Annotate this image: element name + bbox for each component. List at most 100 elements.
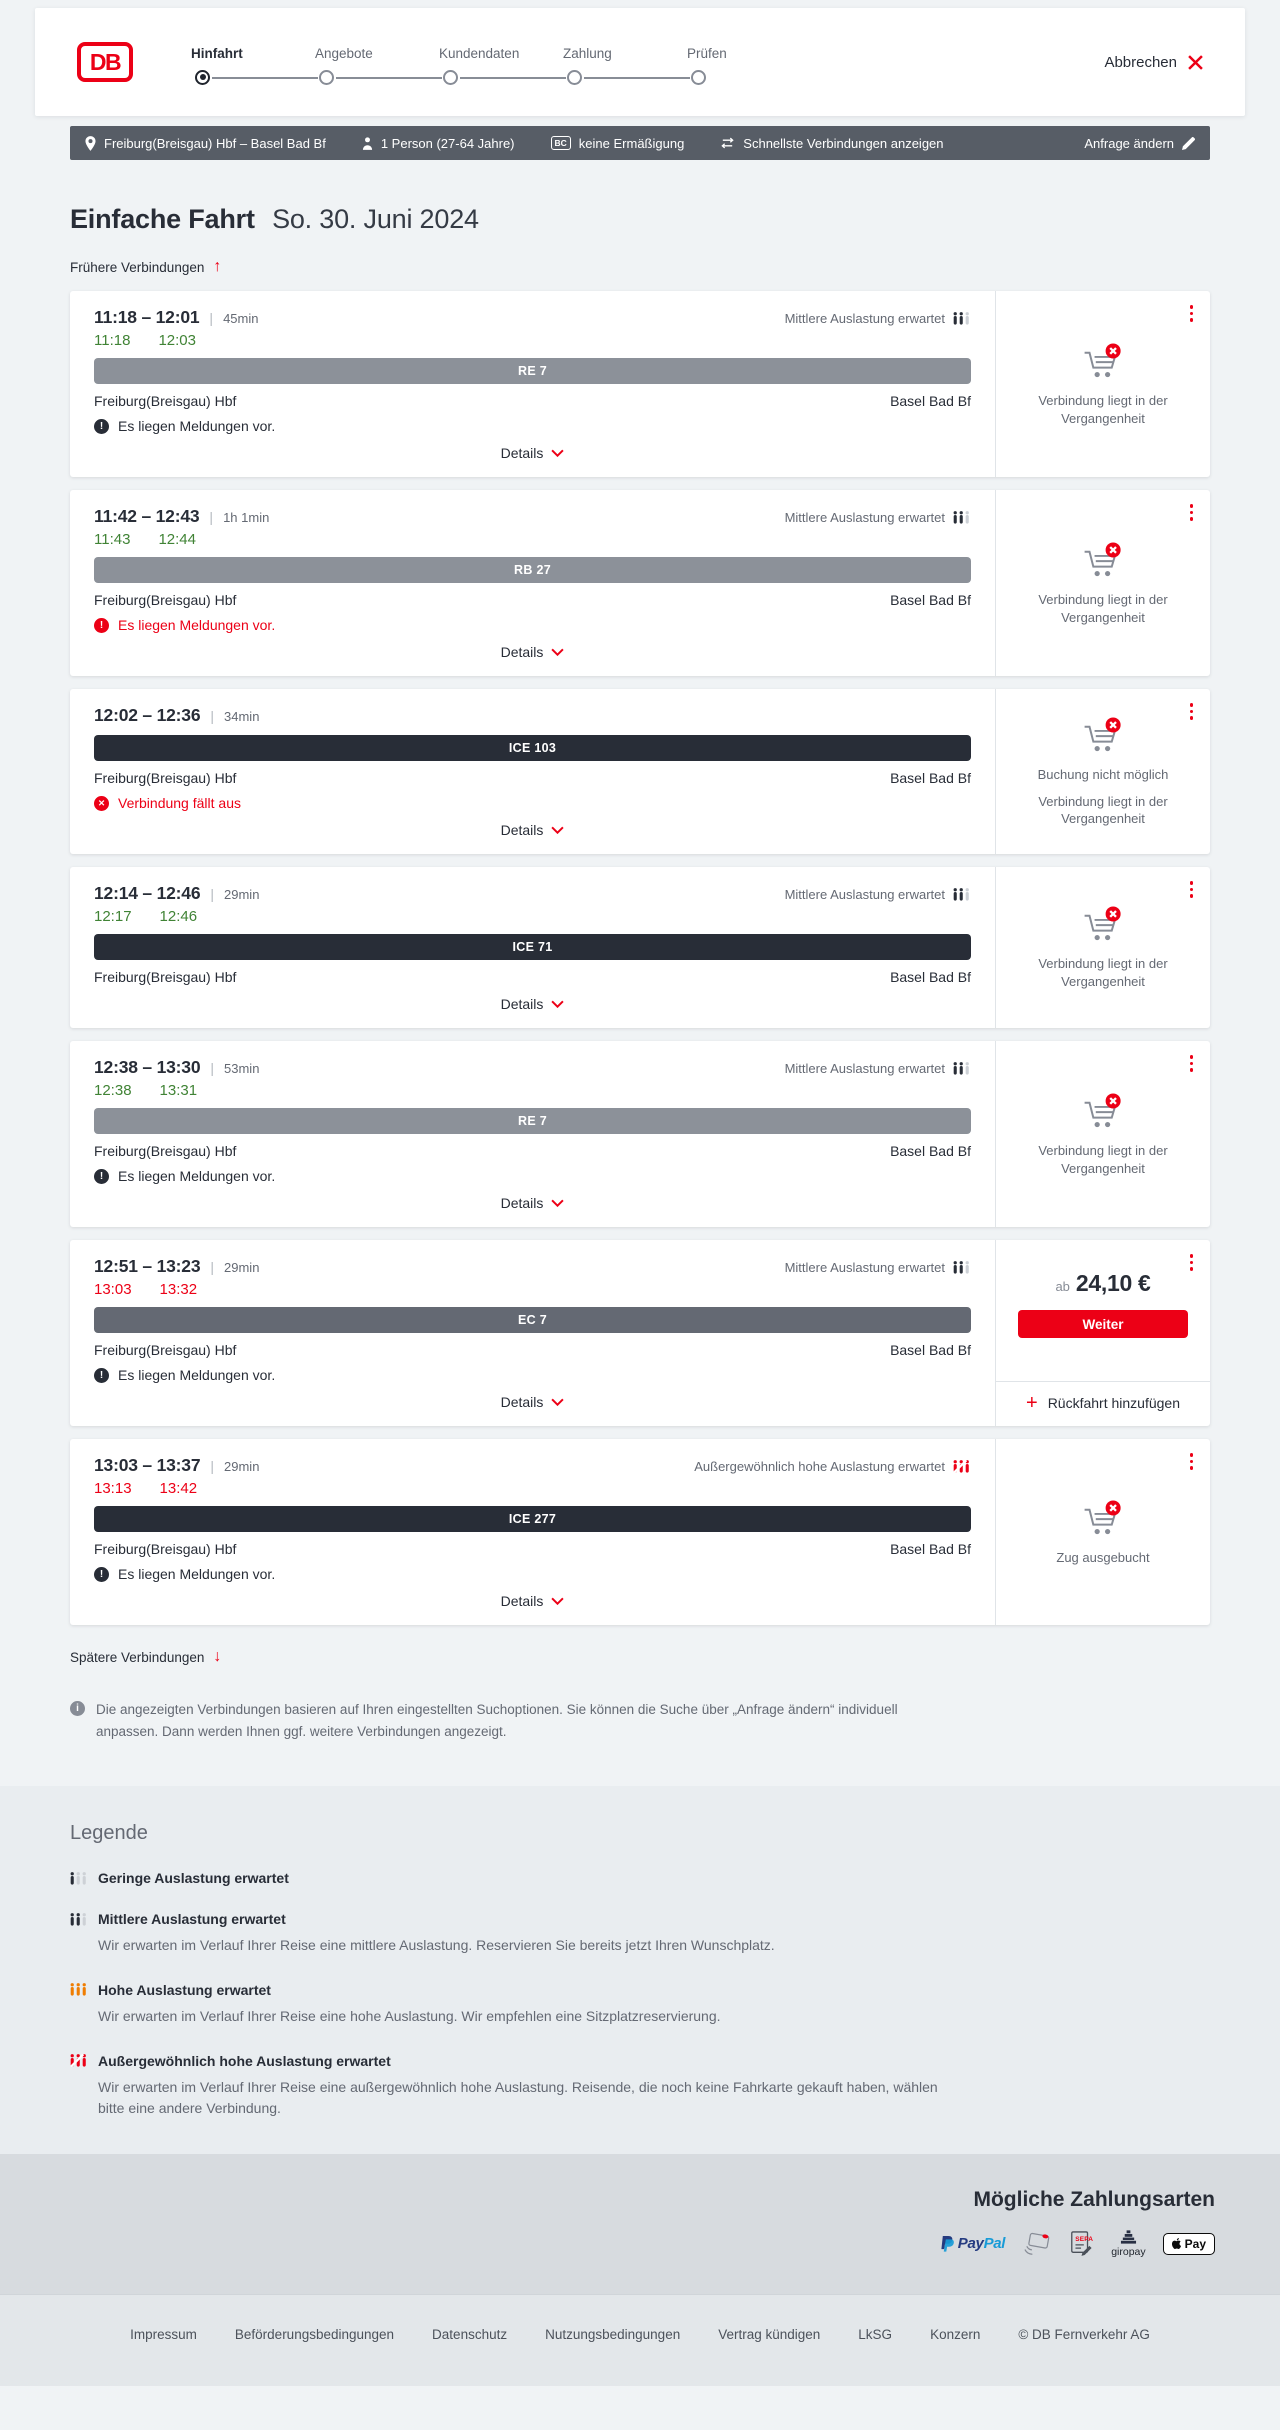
fastest-connections-toggle[interactable]: Schnellste Verbindungen anzeigen (720, 136, 944, 151)
connection-card: 13:03 – 13:37 | 29min Außergewöhnlich ho… (70, 1439, 1210, 1625)
kebab-menu-button[interactable] (1187, 501, 1197, 524)
giropay-label: giropay (1111, 2245, 1146, 2258)
kebab-menu-button[interactable] (1187, 1450, 1197, 1473)
stepper-step[interactable]: Prüfen (687, 46, 811, 85)
details-toggle-button[interactable]: Details (495, 813, 571, 846)
sepa-label: SEPA (1075, 2236, 1094, 2244)
occupancy-indicator: Mittlere Auslastung erwartet (785, 510, 971, 525)
footer-link-datenschutz[interactable]: Datenschutz (432, 2326, 508, 2342)
earlier-connections-link[interactable]: Frühere Verbindungen ↑ (70, 259, 221, 275)
details-toggle-button[interactable]: Details (495, 635, 571, 668)
legend-item-title: Mittlere Auslastung erwartet (98, 1911, 286, 1928)
legend-item-description: Wir erwarten im Verlauf Ihrer Reise eine… (98, 2078, 938, 2117)
connection-head-row: 11:42 – 12:43 | 1h 1min Mittlere Auslast… (94, 506, 971, 527)
train-label: ICE 71 (512, 940, 553, 954)
stepper-step[interactable]: Hinfahrt (191, 46, 318, 85)
realtime-departure: 12:17 (94, 908, 132, 925)
credit-card-icon (1022, 2231, 1052, 2257)
departure-station: Freiburg(Breisgau) Hbf (94, 969, 237, 985)
realtime-row: 12:17 12:46 (94, 908, 971, 925)
connection-list: 11:18 – 12:01 | 45min Mittlere Auslastun… (70, 291, 1210, 1625)
details-toggle-button[interactable]: Details (495, 1584, 571, 1617)
message-label: Es liegen Meldungen vor. (118, 1367, 276, 1383)
stations-row: Freiburg(Breisgau) Hbf Basel Bad Bf (94, 592, 971, 608)
price-prefix: ab (1055, 1279, 1070, 1294)
scheduled-times: 12:02 – 12:36 (94, 705, 201, 725)
arrival-station: Basel Bad Bf (890, 770, 971, 786)
change-request-label: Anfrage ändern (1084, 135, 1174, 151)
connection-side-panel: Verbindung liegt in der Vergangenheit ab… (995, 490, 1210, 676)
footer-link-befoerderungsbedingungen[interactable]: Beförderungsbedingungen (234, 2326, 395, 2342)
connection-head-row: 12:14 – 12:46 | 29min Mittlere Auslastun… (94, 883, 971, 904)
stepper-step[interactable]: Kundendaten (439, 46, 566, 85)
details-toggle-button[interactable]: Details (495, 1186, 571, 1219)
arrow-down-icon: ↓ (213, 1648, 222, 1665)
kebab-menu-button[interactable] (1187, 302, 1197, 325)
footer-link-impressum[interactable]: Impressum (130, 2326, 197, 2342)
message-label: Es liegen Meldungen vor. (118, 1566, 276, 1582)
details-toggle-button[interactable]: Details (495, 987, 571, 1020)
footer: Impressum Beförderungsbedingungen Datens… (0, 2293, 1280, 2386)
price-value: 24,10 € (1075, 1270, 1151, 1296)
connection-main: 11:42 – 12:43 | 1h 1min Mittlere Auslast… (70, 490, 995, 676)
realtime-row: 13:03 13:32 (94, 1281, 971, 1298)
occupancy-indicator: Mittlere Auslastung erwartet (785, 311, 971, 326)
footer-link-lksg[interactable]: LkSG (858, 2326, 893, 2342)
departure-station: Freiburg(Breisgau) Hbf (94, 393, 237, 409)
kebab-menu-button[interactable] (1187, 1251, 1197, 1274)
realtime-arrival: 13:42 (159, 1480, 198, 1497)
cancel-button[interactable]: Abbrechen (1104, 54, 1203, 71)
realtime-arrival: 12:03 (158, 332, 196, 349)
occupancy-people-icon (953, 312, 969, 325)
kebab-menu-button[interactable] (1187, 878, 1197, 901)
realtime-row: 13:13 13:42 (94, 1480, 971, 1497)
stepper-connector (212, 77, 318, 79)
occupancy-indicator: Mittlere Auslastung erwartet (785, 1061, 971, 1076)
connection-side-panel: Buchung nicht möglich Verbindung liegt i… (995, 689, 1210, 854)
connection-message: Verbindung fällt aus (94, 795, 971, 811)
route-label: Freiburg(Breisgau) Hbf – Basel Bad Bf (104, 135, 326, 151)
head-separator: | (210, 1060, 215, 1076)
stepper-step-label: Prüfen (687, 45, 727, 61)
footer-link-nutzungsbedingungen[interactable]: Nutzungsbedingungen (545, 2326, 681, 2342)
footer-link-konzern[interactable]: Konzern (930, 2326, 981, 2342)
details-toggle-button[interactable]: Details (495, 1385, 571, 1418)
connection-side-panel: Verbindung liegt in der Vergangenheit ab… (995, 291, 1210, 477)
cart-unavailable-icon (1084, 343, 1121, 378)
search-options-note: i Die angezeigten Verbindungen basieren … (70, 1699, 900, 1742)
details-toggle-button[interactable]: Details (495, 436, 571, 469)
add-return-button[interactable]: + Rückfahrt hinzufügen (996, 1381, 1210, 1426)
occupancy-people-icon (953, 1062, 969, 1075)
head-separator: | (209, 310, 214, 326)
occupancy-people-icon (70, 1983, 86, 1996)
chevron-down-icon (551, 826, 564, 834)
legend-title: Legende (70, 1822, 148, 1845)
route-summary: Freiburg(Breisgau) Hbf – Basel Bad Bf (85, 136, 326, 151)
details-row: Details (94, 1385, 971, 1418)
legend-item: Mittlere Auslastung erwartet Wir erwarte… (70, 1911, 1210, 1957)
paypal-icon: PayPal (940, 2235, 1005, 2252)
arrival-station: Basel Bad Bf (890, 969, 971, 985)
kebab-menu-button[interactable] (1187, 1052, 1197, 1075)
stations-row: Freiburg(Breisgau) Hbf Basel Bad Bf (94, 969, 971, 985)
details-label: Details (500, 996, 544, 1012)
arrival-station: Basel Bad Bf (890, 592, 971, 608)
chevron-down-icon (551, 449, 564, 457)
scheduled-times: 11:42 – 12:43 (94, 506, 200, 526)
stepper-step[interactable]: Zahlung (563, 46, 690, 85)
arrival-station: Basel Bad Bf (890, 393, 971, 409)
side-status-line-2: Verbindung liegt in der Vergangenheit (1038, 793, 1168, 827)
stepper-circle-icon (319, 69, 334, 85)
change-request-button[interactable]: Anfrage ändern (1084, 136, 1195, 151)
stepper-step[interactable]: Angebote (315, 46, 442, 85)
stepper-circle-icon (567, 69, 582, 85)
kebab-menu-button[interactable] (1187, 700, 1197, 723)
legend-item: Außergewöhnlich hohe Auslastung erwartet… (70, 2053, 1210, 2120)
trip-duration: 29min (224, 1260, 260, 1275)
train-label: RB 27 (514, 563, 551, 577)
later-connections-link[interactable]: Spätere Verbindungen ↓ (70, 1649, 221, 1665)
footer-link-vertrag-kuendigen[interactable]: Vertrag kündigen (718, 2326, 821, 2342)
details-label: Details (500, 822, 544, 838)
continue-button[interactable]: Weiter (1018, 1310, 1188, 1338)
giropay-icon: giropay (1111, 2230, 1146, 2258)
